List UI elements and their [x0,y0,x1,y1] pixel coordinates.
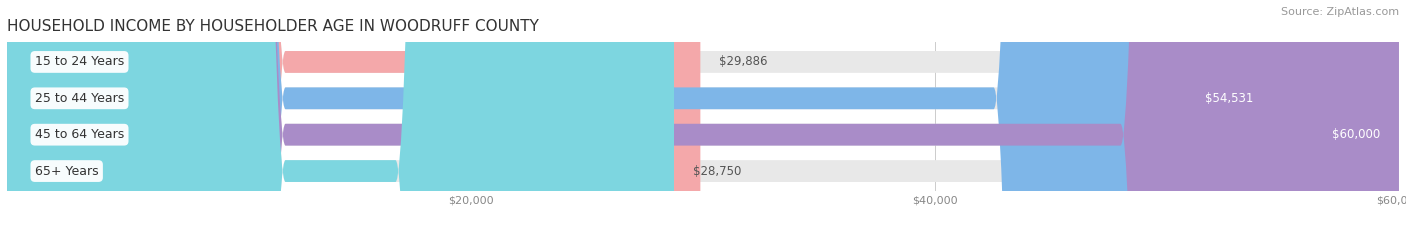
Text: $28,750: $28,750 [693,164,741,178]
FancyBboxPatch shape [7,0,1399,233]
Text: $29,886: $29,886 [718,55,768,69]
Text: 45 to 64 Years: 45 to 64 Years [35,128,124,141]
FancyBboxPatch shape [7,0,700,233]
Text: HOUSEHOLD INCOME BY HOUSEHOLDER AGE IN WOODRUFF COUNTY: HOUSEHOLD INCOME BY HOUSEHOLDER AGE IN W… [7,19,538,34]
Text: 25 to 44 Years: 25 to 44 Years [35,92,124,105]
Text: $54,531: $54,531 [1205,92,1254,105]
FancyBboxPatch shape [7,0,673,233]
FancyBboxPatch shape [7,0,1272,233]
FancyBboxPatch shape [7,0,1399,233]
Text: 65+ Years: 65+ Years [35,164,98,178]
Text: 15 to 24 Years: 15 to 24 Years [35,55,124,69]
Text: $60,000: $60,000 [1331,128,1381,141]
FancyBboxPatch shape [7,0,1399,233]
Text: Source: ZipAtlas.com: Source: ZipAtlas.com [1281,7,1399,17]
FancyBboxPatch shape [7,0,1399,233]
FancyBboxPatch shape [7,0,1399,233]
